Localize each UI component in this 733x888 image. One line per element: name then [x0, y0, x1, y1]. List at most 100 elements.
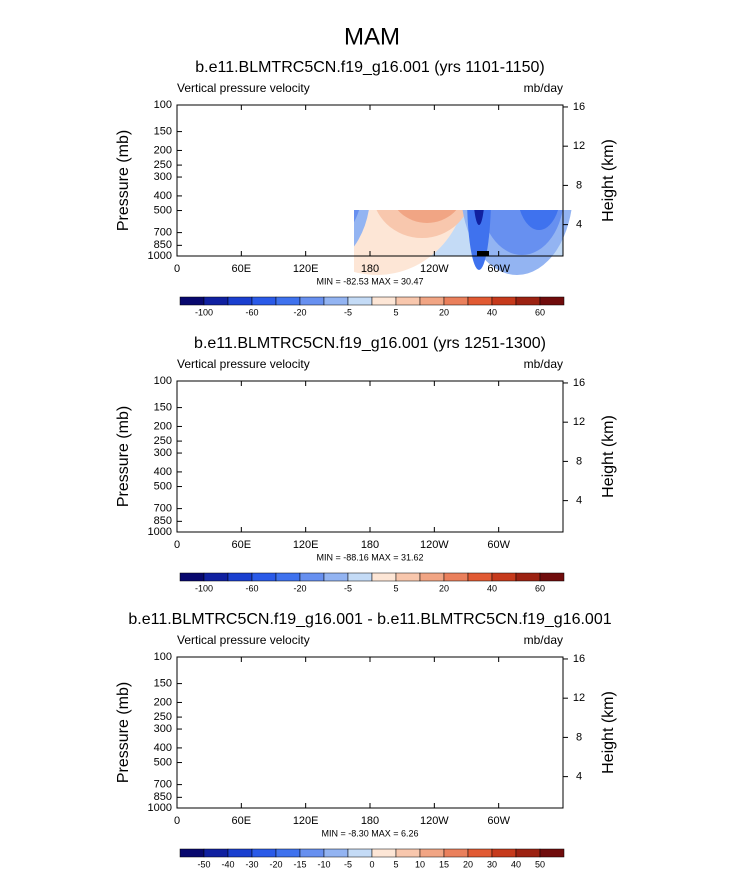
y2-tick-label: 16 — [573, 101, 585, 113]
y-tick-label: 700 — [154, 503, 172, 515]
contour-fill — [354, 210, 463, 275]
contour-fill — [180, 125, 208, 255]
contour-field — [167, 637, 582, 827]
y-tick-label: 200 — [154, 420, 172, 432]
colorbar-box — [227, 572, 253, 582]
y2-tick-label: 12 — [573, 692, 585, 704]
colorbar-box — [539, 296, 565, 306]
colorbar-label: 5 — [393, 307, 398, 317]
min-max: MIN = -82.53 MAX = 30.47 — [316, 276, 423, 286]
colorbar-box — [203, 848, 229, 858]
contour-fill — [214, 411, 244, 521]
colorbar-box — [467, 296, 493, 306]
contour-fill — [317, 642, 347, 712]
colorbar-label: 40 — [487, 307, 497, 317]
y2-axis-label: Height (km) — [600, 139, 617, 222]
contour-fill — [303, 152, 347, 228]
colorbar-box — [347, 572, 373, 582]
contour-fill — [252, 404, 362, 528]
colorbar-box — [467, 572, 493, 582]
x-tick-label: 120W — [420, 815, 449, 827]
colorbar-box — [179, 848, 205, 858]
y-tick-label: 850 — [154, 515, 172, 527]
y-tick-label: 1000 — [148, 250, 172, 262]
colorbar-label: 40 — [487, 583, 497, 593]
contour-fill — [272, 416, 352, 516]
topography — [180, 528, 189, 532]
x-tick-label: 60E — [232, 263, 252, 275]
colorbar-box — [203, 296, 229, 306]
colorbar-box — [419, 572, 445, 582]
y-tick-label: 700 — [154, 779, 172, 791]
x-tick-label: 60E — [232, 815, 252, 827]
contour-fill — [177, 381, 563, 532]
colorbar-label: -20 — [269, 859, 282, 869]
contour-fill — [187, 160, 203, 240]
x-tick-label: 120E — [293, 539, 319, 551]
y-tick-label: 400 — [154, 190, 172, 202]
contour-fill — [173, 100, 217, 270]
colorbar-box — [179, 572, 205, 582]
contour-fill — [167, 647, 227, 767]
y2-tick-label: 8 — [576, 455, 582, 467]
y-axis-label: Pressure (mb) — [115, 406, 132, 507]
contour-fill — [502, 406, 512, 446]
y-tick-label: 250 — [154, 435, 172, 447]
contour-fill — [180, 401, 208, 531]
colorbar-label: 20 — [463, 859, 473, 869]
contour-fill — [354, 210, 360, 223]
y-tick-label: 400 — [154, 742, 172, 754]
y-tick-label: 250 — [154, 159, 172, 171]
colorbar-box — [347, 848, 373, 858]
topography — [477, 251, 489, 256]
colorbar-box — [371, 848, 397, 858]
colorbar-label: 10 — [415, 859, 425, 869]
x-tick-label: 120E — [293, 815, 319, 827]
colorbar-label: -100 — [195, 307, 213, 317]
x-tick-label: 180 — [361, 539, 379, 551]
contour-fill — [287, 361, 467, 551]
colorbar-label: -50 — [197, 859, 210, 869]
colorbar-label: -5 — [344, 859, 352, 869]
colorbar-box — [515, 572, 541, 582]
x-tick-label: 120E — [293, 263, 319, 275]
contour-fill — [519, 210, 559, 230]
contour-fill — [502, 130, 512, 170]
colorbar-box — [251, 572, 277, 582]
y2-tick-label: 4 — [576, 219, 582, 231]
y2-tick-label: 4 — [576, 771, 582, 783]
x-tick-label: 180 — [361, 263, 379, 275]
y2-axis-label: Height (km) — [600, 691, 617, 774]
colorbar-box — [443, 572, 469, 582]
contour-fill — [234, 391, 370, 551]
y2-tick-label: 16 — [573, 653, 585, 665]
colorbar-box — [323, 572, 349, 582]
y2-tick-label: 12 — [573, 416, 585, 428]
colorbar-box — [419, 296, 445, 306]
contour-fill — [481, 210, 563, 255]
colorbar-label: 50 — [535, 859, 545, 869]
colorbar-box — [203, 572, 229, 582]
colorbar-box — [299, 848, 325, 858]
colorbar-box — [251, 848, 277, 858]
contour-fill — [376, 210, 468, 238]
y-tick-label: 500 — [154, 756, 172, 768]
y-tick-label: 850 — [154, 791, 172, 803]
contour-fill — [517, 426, 561, 506]
y-tick-label: 100 — [154, 651, 172, 663]
colorbar-label: -5 — [344, 307, 352, 317]
colorbar-box — [371, 572, 397, 582]
y-tick-label: 250 — [154, 711, 172, 723]
panel: b.e11.BLMTRC5CN.f19_g16.001 - b.e11.BLMT… — [115, 611, 617, 869]
topography — [180, 252, 189, 256]
x-tick-label: 60W — [487, 263, 510, 275]
colorbar-label: -20 — [293, 307, 306, 317]
colorbar-box — [323, 296, 349, 306]
topography — [189, 526, 202, 532]
colorbar-box — [371, 296, 397, 306]
y-tick-label: 1000 — [148, 526, 172, 538]
left-string: Vertical pressure velocity — [177, 357, 310, 371]
topography — [189, 250, 202, 256]
y-tick-label: 100 — [154, 375, 172, 387]
y2-tick-label: 16 — [573, 377, 585, 389]
